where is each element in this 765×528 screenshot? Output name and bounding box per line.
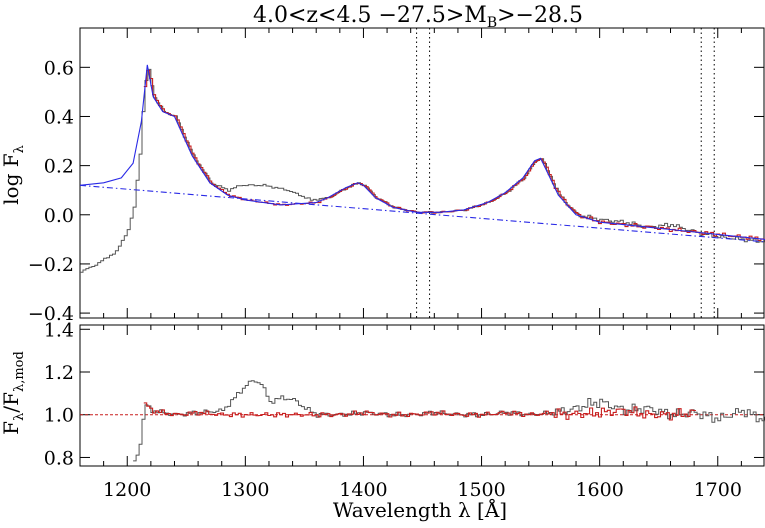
bottom-y-tick-label: 1.2 — [44, 362, 74, 384]
x-tick-label: 1500 — [457, 479, 505, 501]
x-tick-label: 1600 — [575, 479, 623, 501]
chart-title-subscript: B — [487, 15, 497, 31]
bottom-y-axis-label-main: F — [0, 421, 23, 435]
top-y-tick-label: 0.0 — [44, 205, 74, 227]
bottom-y-tick-label: 1.4 — [44, 319, 74, 341]
top-y-tick-label: −0.2 — [28, 254, 74, 276]
chart-title-main: 4.0<z<4.5 −27.5>M — [253, 3, 487, 28]
chart-title: 4.0<z<4.5 −27.5>MB>−28.5 — [253, 3, 583, 31]
x-tick-label: 1300 — [221, 479, 269, 501]
top-series-continuum — [80, 184, 765, 243]
top-plot-frame — [79, 27, 765, 319]
bottom-plot-frame — [79, 324, 765, 467]
x-tick-label: 1200 — [103, 479, 151, 501]
bottom-y-axis-label-subscript-2: λ,mod — [12, 351, 27, 392]
chart-title-tail: >−28.5 — [497, 3, 583, 28]
top-y-tick-label: −0.4 — [28, 303, 74, 325]
bottom-y-tick-label: 1.0 — [44, 405, 74, 427]
top-y-tick-label: 0.2 — [44, 156, 74, 178]
top-series-data — [80, 68, 765, 273]
bottom-y-axis-label-subscript: λ — [12, 413, 27, 421]
top-y-tick-label: 0.6 — [44, 57, 74, 79]
top-y-tick-label: 0.4 — [44, 106, 74, 128]
bottom-y-tick-label: 0.8 — [44, 447, 74, 469]
top-y-axis-label: log Fλ — [0, 145, 27, 205]
top-y-axis-label-subscript: λ — [12, 145, 27, 153]
bottom-y-axis-label: Fλ/Fλ,mod — [0, 351, 27, 435]
top-plot-area — [80, 28, 765, 318]
bottom-plot-area — [80, 380, 765, 462]
top-panel: −0.4 −0.2 0.0 0.2 0.4 0.6 — [28, 27, 765, 325]
bottom-y-axis-label-mid: /F — [0, 392, 23, 413]
top-y-axis-label-main: log F — [0, 153, 23, 205]
bottom-series-ratio-data — [133, 380, 765, 462]
bottom-panel: 1200 1300 1400 1500 1600 1700 0.8 1.0 1.2 1.4 — [44, 319, 765, 501]
top-series-fit — [143, 69, 765, 242]
bottom-series-ratio-fit — [143, 402, 696, 421]
x-tick-label: 1700 — [694, 479, 742, 501]
x-tick-label: 1400 — [339, 479, 387, 501]
top-series-model — [80, 64, 765, 240]
x-axis-label: Wavelength λ [Å] — [333, 497, 507, 522]
